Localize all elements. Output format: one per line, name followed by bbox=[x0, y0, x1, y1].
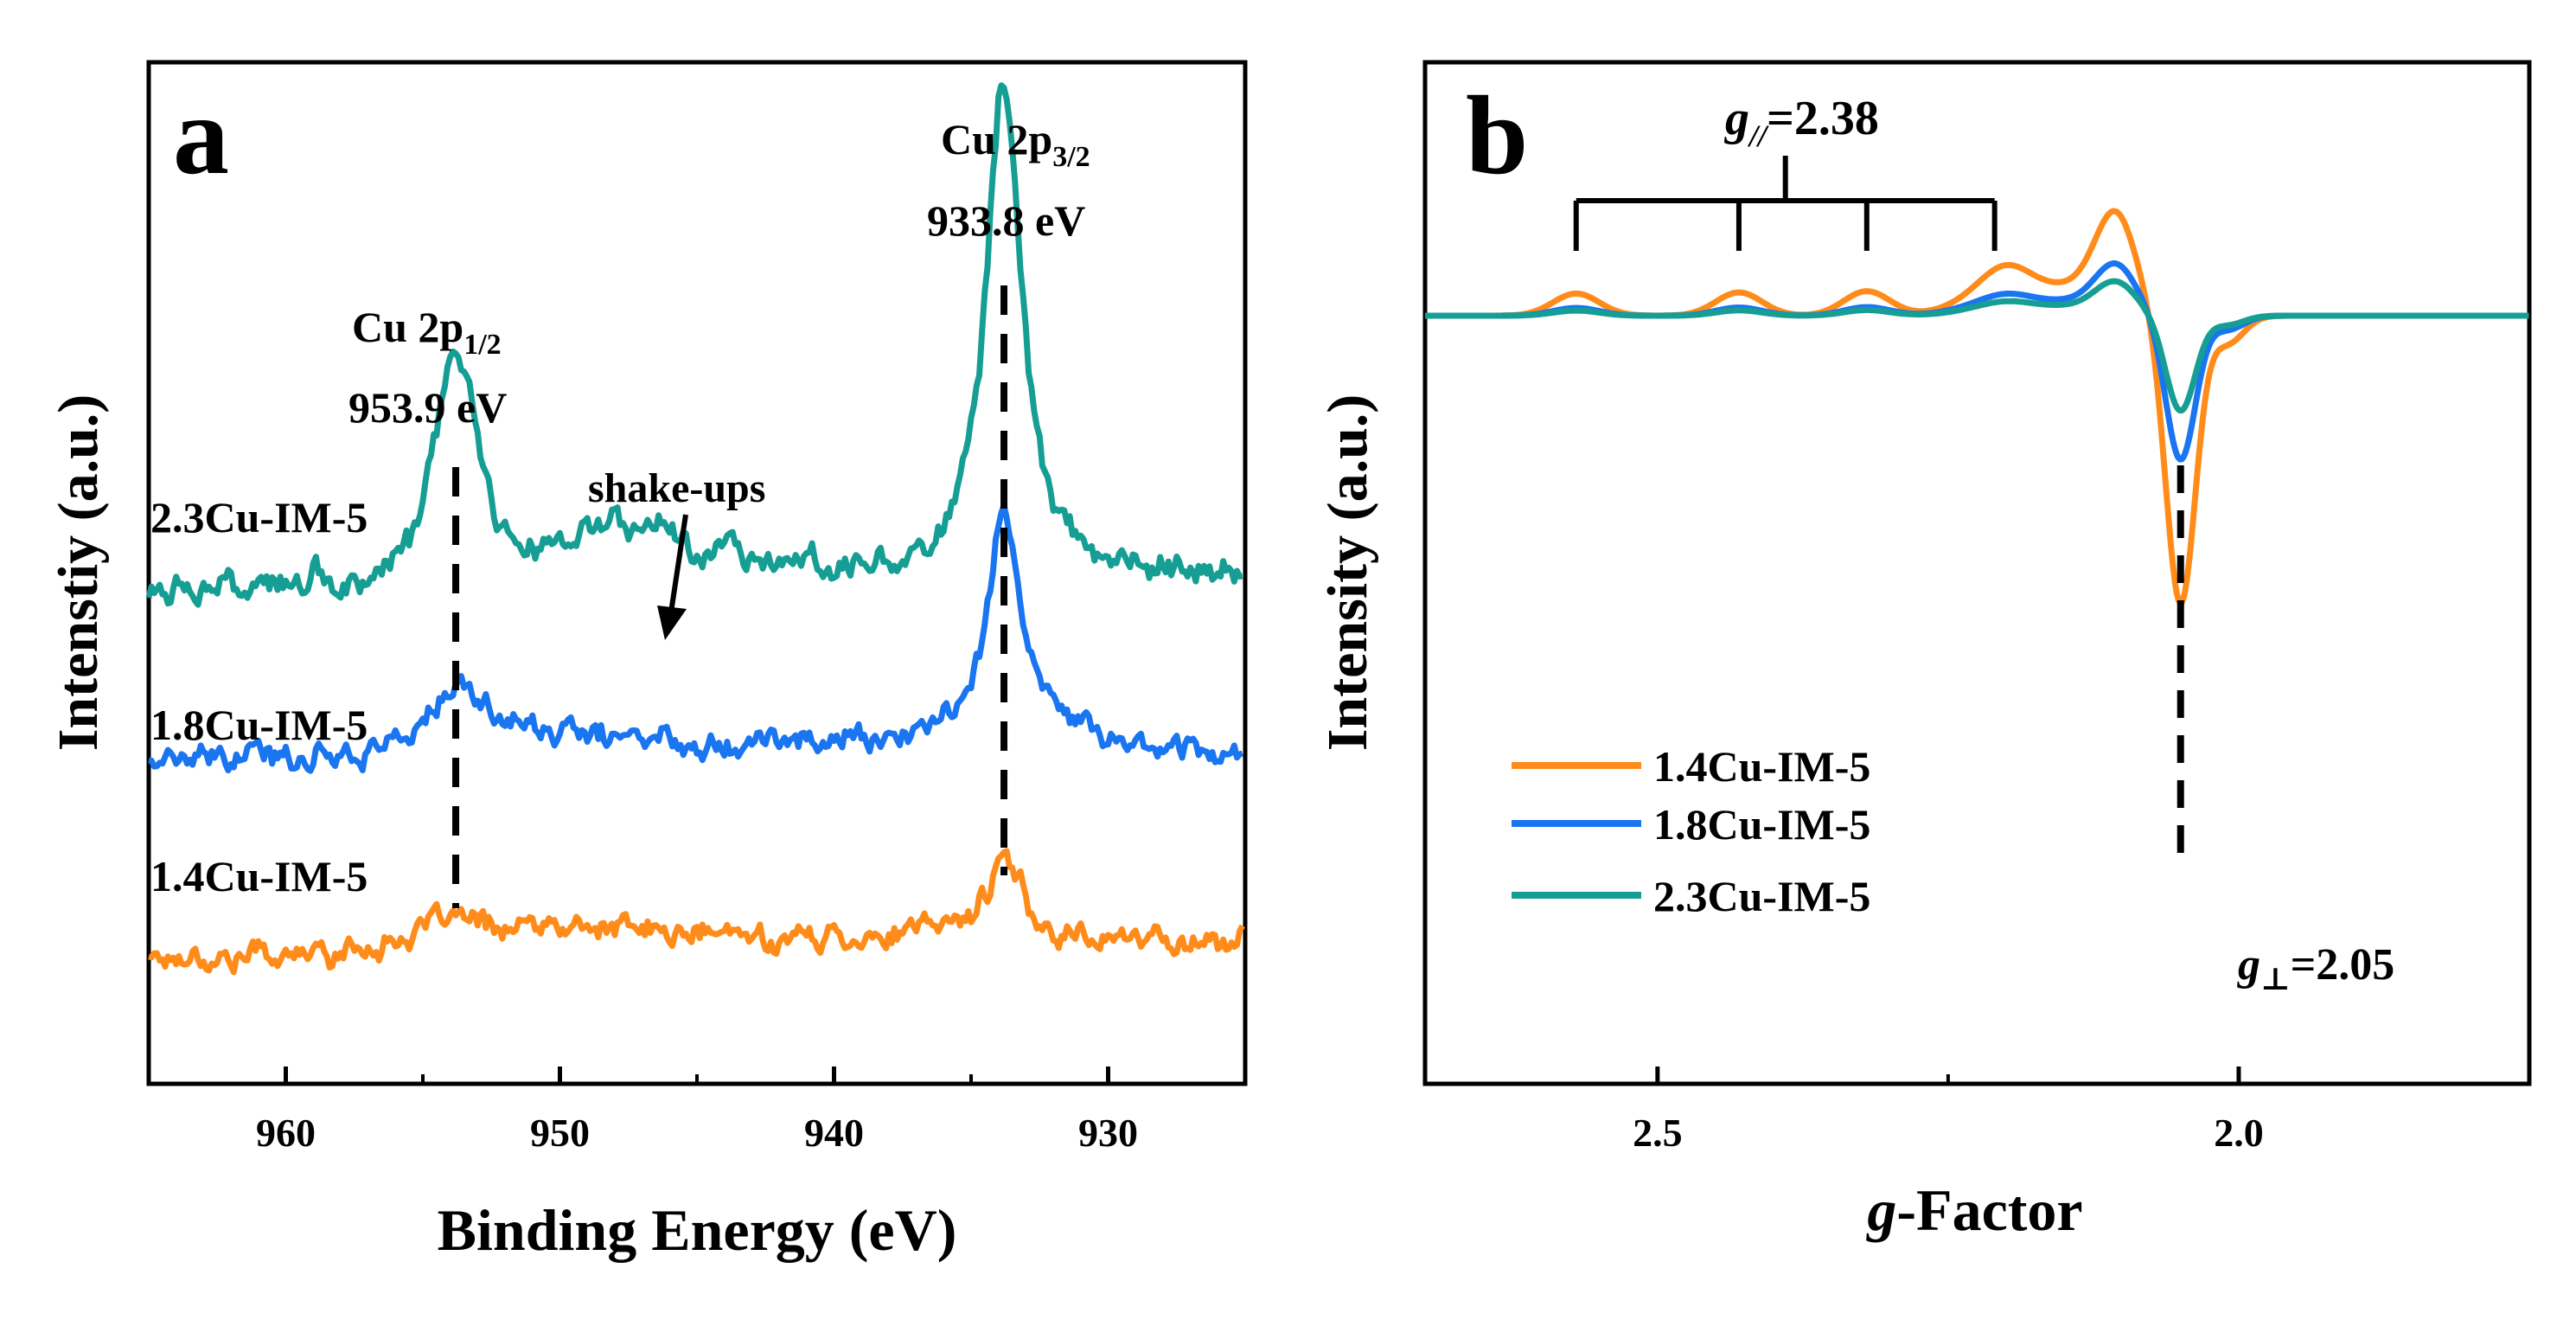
legend-label-2.3: 2.3Cu-IM-5 bbox=[1653, 872, 1870, 920]
panel-b-x-axis-title: g-Factor bbox=[1865, 1177, 2082, 1243]
legend-label-1.4: 1.4Cu-IM-5 bbox=[1653, 742, 1870, 791]
g-perp-value: =2.05 bbox=[2291, 940, 2395, 990]
series-label-2.3: 2.3Cu-IM-5 bbox=[150, 493, 368, 541]
panel-b-frame bbox=[1422, 60, 2532, 1086]
panel-a-tick-label-930: 930 bbox=[1078, 1111, 1138, 1155]
panel-b: b g//=2.38 g⊥=2.05 1.4Cu-IM-5 1.8Cu-IM-5… bbox=[1316, 60, 2532, 1243]
g-parallel-symbol: g bbox=[1723, 92, 1749, 145]
legend-label-1.8: 1.8Cu-IM-5 bbox=[1653, 800, 1870, 849]
g-perp-symbol: g bbox=[2237, 940, 2260, 990]
annotation-cu2p32: Cu 2p3/2 bbox=[941, 115, 1090, 173]
xps-curve-1.4Cu-IM-5 bbox=[148, 848, 1245, 976]
annotation-shakeups: shake-ups bbox=[588, 465, 765, 511]
panel-b-tick-labels: 2.5 2.0 bbox=[1633, 1111, 2264, 1155]
xps-curve-2.3Cu-IM-5 bbox=[145, 82, 1243, 608]
panel-a-curves bbox=[145, 82, 1245, 976]
g-parallel-sub: // bbox=[1747, 119, 1769, 153]
panel-a-label: a bbox=[173, 74, 229, 198]
epr-curve-1.4Cu-IM-5 bbox=[1423, 208, 2530, 606]
panel-a-tick-label-960: 960 bbox=[256, 1111, 316, 1155]
panel-a: a 2.3Cu-IM-5 1.8Cu-IM-5 1.4Cu-IM-5 Cu 2p… bbox=[47, 60, 1248, 1263]
annotation-g-perp: g⊥=2.05 bbox=[2237, 940, 2394, 996]
panel-a-x-ticks bbox=[147, 1067, 1247, 1084]
panel-b-x-ticks bbox=[1655, 1067, 2241, 1084]
epr-curve-2.3Cu-IM-5 bbox=[1423, 278, 2530, 414]
panel-b-label: b bbox=[1466, 74, 1528, 198]
annotation-cu2p12: Cu 2p1/2 bbox=[352, 303, 502, 361]
panel-a-y-axis-title: Intenstiy (a.u.) bbox=[47, 394, 110, 752]
shakeups-arrow-head bbox=[657, 605, 687, 640]
annotation-cu2p32-sub: 3/2 bbox=[1052, 141, 1090, 173]
annotation-cu2p12-main: Cu 2p bbox=[352, 303, 463, 351]
panel-a-tick-label-940: 940 bbox=[804, 1111, 864, 1155]
panel-a-tick-labels: 960 950 940 930 bbox=[256, 1111, 1138, 1155]
panel-b-legend: 1.4Cu-IM-5 1.8Cu-IM-5 2.3Cu-IM-5 bbox=[1512, 742, 1870, 920]
panel-a-peak-guides bbox=[452, 285, 1008, 908]
panel-b-tick-label-2: 2.0 bbox=[2214, 1111, 2264, 1155]
annotation-cu2p32-main: Cu 2p bbox=[941, 115, 1052, 163]
g-parallel-value: =2.38 bbox=[1767, 92, 1879, 145]
g-perp-sub: ⊥ bbox=[2260, 962, 2291, 996]
annotation-cu2p12-value: 953.9 eV bbox=[348, 383, 507, 432]
panel-b-tick-label-2.5: 2.5 bbox=[1633, 1111, 1683, 1155]
panel-a-x-axis-title: Binding Energy (eV) bbox=[438, 1197, 957, 1263]
panel-a-tick-label-950: 950 bbox=[530, 1111, 590, 1155]
epr-curve-1.8Cu-IM-5 bbox=[1423, 260, 2530, 463]
series-label-1.8: 1.8Cu-IM-5 bbox=[150, 701, 368, 749]
annotation-cu2p32-value: 933.8 eV bbox=[927, 196, 1085, 245]
panel-b-x-axis-g: g bbox=[1865, 1177, 1896, 1243]
annotation-g-parallel: g//=2.38 bbox=[1723, 92, 1879, 153]
panel-b-curves bbox=[1423, 208, 2530, 606]
xps-curve-1.8Cu-IM-5 bbox=[148, 502, 1243, 774]
shakeups-arrow-shaft bbox=[668, 514, 688, 613]
series-label-1.4: 1.4Cu-IM-5 bbox=[150, 852, 368, 900]
panel-b-x-axis-rest: -Factor bbox=[1896, 1177, 2082, 1243]
annotation-cu2p12-sub: 1/2 bbox=[463, 329, 501, 361]
hyperfine-bracket bbox=[1573, 156, 1998, 251]
panel-b-y-axis-title: Intensity (a.u.) bbox=[1316, 394, 1379, 752]
